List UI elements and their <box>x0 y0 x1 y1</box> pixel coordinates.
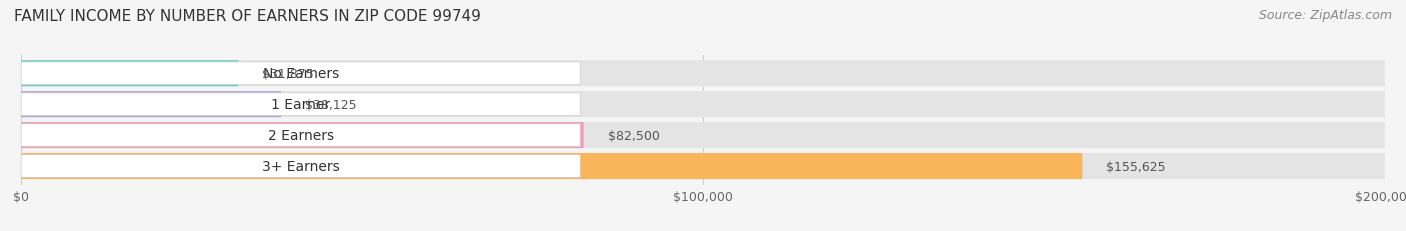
FancyBboxPatch shape <box>21 124 581 147</box>
FancyBboxPatch shape <box>21 61 1385 87</box>
Text: FAMILY INCOME BY NUMBER OF EARNERS IN ZIP CODE 99749: FAMILY INCOME BY NUMBER OF EARNERS IN ZI… <box>14 9 481 24</box>
Text: Source: ZipAtlas.com: Source: ZipAtlas.com <box>1258 9 1392 22</box>
FancyBboxPatch shape <box>21 92 281 118</box>
Text: 1 Earner: 1 Earner <box>271 98 330 112</box>
FancyBboxPatch shape <box>21 153 1083 179</box>
FancyBboxPatch shape <box>21 61 239 87</box>
Text: $31,875: $31,875 <box>263 67 314 80</box>
Text: $38,125: $38,125 <box>305 98 357 111</box>
FancyBboxPatch shape <box>21 92 1385 118</box>
FancyBboxPatch shape <box>21 122 583 149</box>
Text: $82,500: $82,500 <box>607 129 659 142</box>
FancyBboxPatch shape <box>21 63 581 85</box>
Text: No Earners: No Earners <box>263 67 339 81</box>
FancyBboxPatch shape <box>21 94 581 116</box>
Text: 2 Earners: 2 Earners <box>267 128 333 143</box>
FancyBboxPatch shape <box>21 122 1385 149</box>
Text: 3+ Earners: 3+ Earners <box>262 159 339 173</box>
Text: $155,625: $155,625 <box>1107 160 1166 173</box>
FancyBboxPatch shape <box>21 155 581 178</box>
FancyBboxPatch shape <box>21 153 1385 179</box>
